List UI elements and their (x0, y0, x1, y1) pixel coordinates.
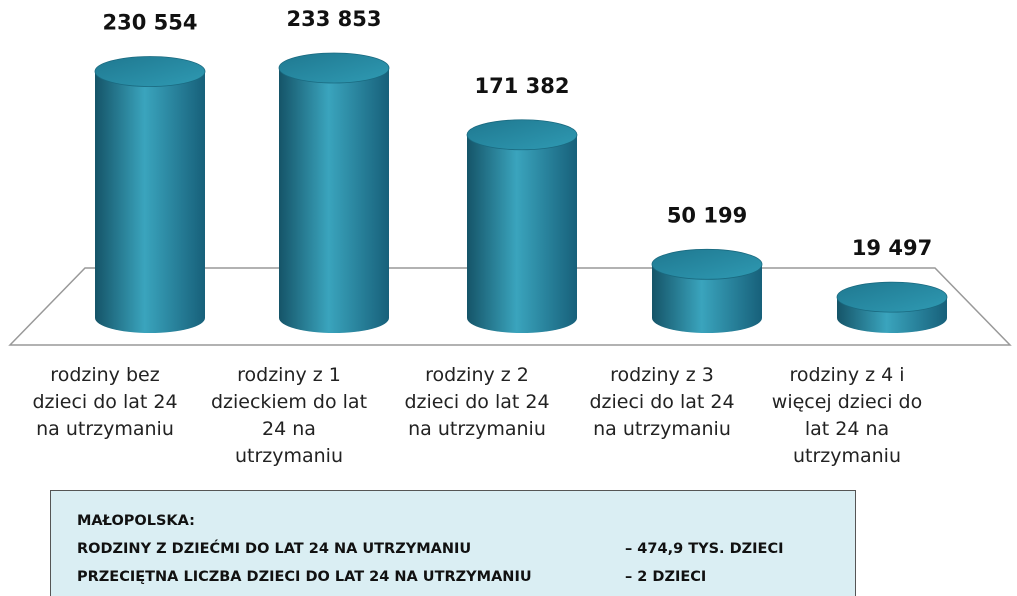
cylinder-top (94, 56, 206, 87)
cylinder (466, 119, 578, 333)
cylinder-top (651, 248, 763, 280)
summary-value: – 2 DZIECI (625, 569, 707, 585)
value-label: 230 554 (103, 11, 198, 35)
x-tick-label: rodziny z 4 i więcej dzieci do lat 24 na… (771, 364, 923, 467)
floor (8, 267, 1012, 346)
cylinder-body (279, 68, 389, 333)
value-label: 19 497 (852, 236, 932, 260)
summary-label: RODZINY Z DZIEĆMI DO LAT 24 NA UTRZYMANI… (77, 541, 472, 557)
cylinder-body (95, 71, 205, 333)
cylinder-top (278, 52, 390, 84)
summary-heading: MAŁOPOLSKA: (77, 513, 195, 529)
value-label: 171 382 (475, 74, 570, 98)
cylinder (651, 248, 763, 333)
value-label: 50 199 (667, 203, 747, 227)
summary-label: PRZECIĘTNA LICZBA DZIECI DO LAT 24 NA UT… (77, 569, 532, 585)
summary-box: MAŁOPOLSKA: RODZINY Z DZIEĆMI DO LAT 24 … (50, 490, 856, 596)
x-tick-label: rodziny bez dzieci do lat 24 na utrzyman… (32, 364, 178, 440)
chart: 230 554 233 853 171 382 50 199 19 497 (8, 7, 1012, 346)
x-tick-label: rodziny z 3 dzieci do lat 24 na utrzyman… (589, 364, 735, 440)
cylinder-body (652, 264, 762, 333)
cylinder (278, 52, 390, 333)
cylinder (836, 281, 948, 333)
x-tick-label: rodziny z 1 dzieckiem do lat 24 na utrzy… (210, 364, 368, 467)
cylinder (94, 56, 206, 333)
summary-value: – 474,9 TYS. DZIECI (625, 541, 784, 557)
cylinder-top (466, 119, 578, 151)
value-label: 233 853 (287, 7, 382, 31)
cylinder-top (836, 281, 948, 313)
cylinder-body (467, 134, 577, 333)
x-tick-label: rodziny z 2 dzieci do lat 24 na utrzyman… (404, 364, 550, 440)
